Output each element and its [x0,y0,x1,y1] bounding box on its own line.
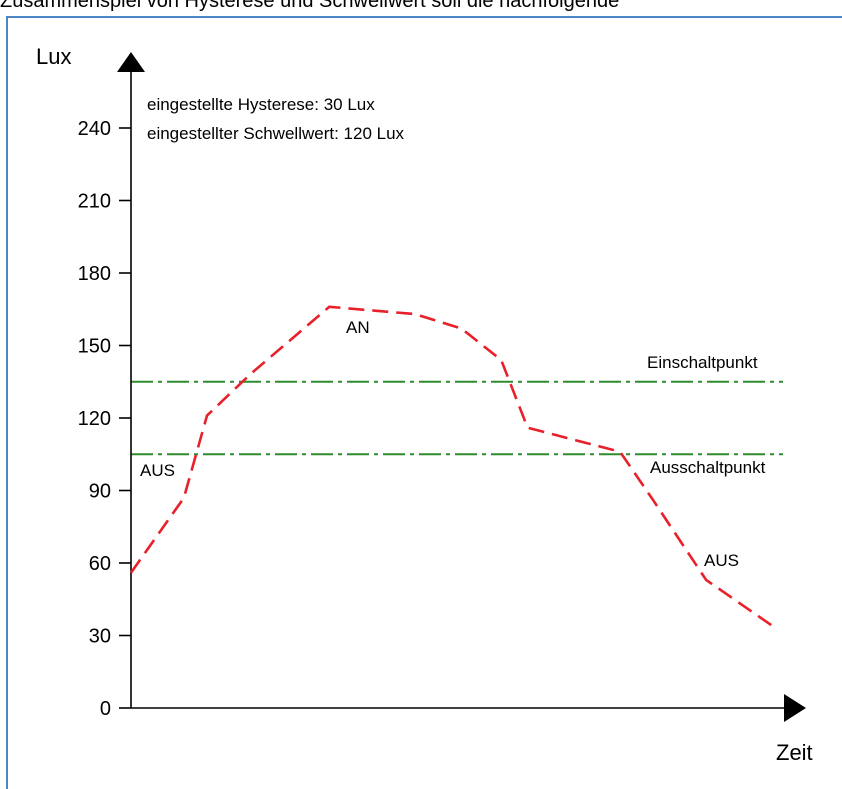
x-axis-label: Zeit [776,740,813,765]
y-tick-label: 90 [89,481,111,503]
y-tick-label: 0 [100,698,111,720]
y-tick-label: 240 [78,118,111,140]
annotation-aus-left: AUS [140,461,175,480]
annotation-an: AN [346,318,370,337]
axes: 0 30 60 90 120 150 180 210 240 [78,52,806,722]
y-axis-label: Lux [36,44,71,69]
threshold-lines [131,382,783,455]
y-tick-label: 60 [89,553,111,575]
chart-text: Lux Zeit eingestellte Hysterese: 30 Lux … [36,44,813,765]
y-tick-label: 120 [78,408,111,430]
x-axis-arrow [784,694,806,722]
y-tick-label: 150 [78,336,111,358]
annotation-aus-right: AUS [704,551,739,570]
y-tick-label: 180 [78,263,111,285]
y-tick-label: 210 [78,191,111,213]
hysteresis-note: eingestellte Hysterese: 30 Lux [147,95,375,114]
y-axis-arrow [117,52,145,72]
ausschaltpunkt-label: Ausschaltpunkt [650,458,766,477]
einschaltpunkt-label: Einschaltpunkt [647,353,758,372]
threshold-note: eingestellter Schwellwert: 120 Lux [147,124,405,143]
y-tick-label: 30 [89,626,111,648]
